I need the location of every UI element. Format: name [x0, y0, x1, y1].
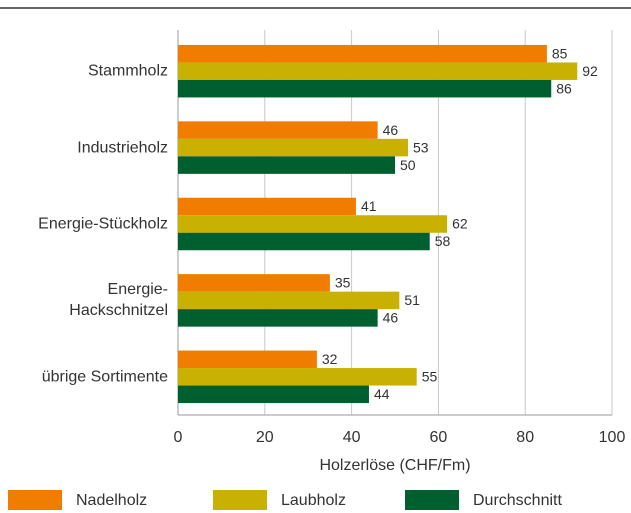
- value-label: 58: [435, 233, 451, 249]
- value-label: 85: [552, 45, 568, 61]
- bar: [178, 197, 356, 216]
- legend-label: Durchschnitt: [473, 492, 562, 509]
- x-axis-label: Holzerlöse (CHF/Fm): [319, 457, 470, 474]
- bar: [178, 121, 378, 139]
- y-tick-label: Energie-Stückholz: [38, 215, 168, 233]
- bar: [178, 79, 552, 98]
- bar: [178, 385, 369, 404]
- legend-swatch: [405, 490, 459, 510]
- bar: [178, 138, 409, 157]
- bar: [178, 62, 578, 80]
- bar: [178, 350, 317, 369]
- bar: [178, 309, 378, 327]
- value-label: 53: [413, 139, 429, 155]
- y-tick-label: Industrieholz: [77, 139, 168, 157]
- value-label: 46: [383, 122, 399, 138]
- value-label: 46: [383, 310, 399, 326]
- value-label: 92: [582, 63, 598, 79]
- y-tick-label: Energie- Hackschnitzel: [69, 281, 168, 320]
- value-label: 55: [422, 369, 438, 385]
- x-tick-label: 80: [516, 429, 534, 446]
- legend-label: Laubholz: [281, 492, 346, 509]
- legend-label: Nadelholz: [76, 492, 147, 509]
- value-label: 51: [404, 292, 420, 308]
- y-tick-label: Stammholz: [87, 62, 168, 80]
- x-tick-label: 40: [343, 429, 361, 446]
- bar: [178, 215, 448, 233]
- value-label: 50: [400, 157, 416, 173]
- bar: [178, 232, 430, 251]
- x-tick-label: 100: [599, 429, 626, 446]
- value-label: 86: [556, 80, 572, 96]
- value-label: 35: [335, 275, 351, 291]
- bar: [178, 368, 417, 386]
- value-label: 41: [361, 198, 377, 214]
- legend-swatch: [8, 490, 62, 510]
- bar: [178, 274, 330, 292]
- bar: [178, 291, 400, 310]
- x-tick-label: 0: [174, 429, 183, 446]
- legend-swatch: [213, 490, 267, 510]
- value-label: 32: [322, 351, 338, 367]
- y-tick-label: übrige Sortimente: [41, 368, 168, 386]
- x-tick-label: 60: [430, 429, 448, 446]
- x-tick-label: 20: [256, 429, 274, 446]
- bar: [178, 44, 547, 63]
- value-label: 44: [374, 386, 390, 402]
- value-label: 62: [452, 216, 468, 232]
- bar: [178, 156, 395, 174]
